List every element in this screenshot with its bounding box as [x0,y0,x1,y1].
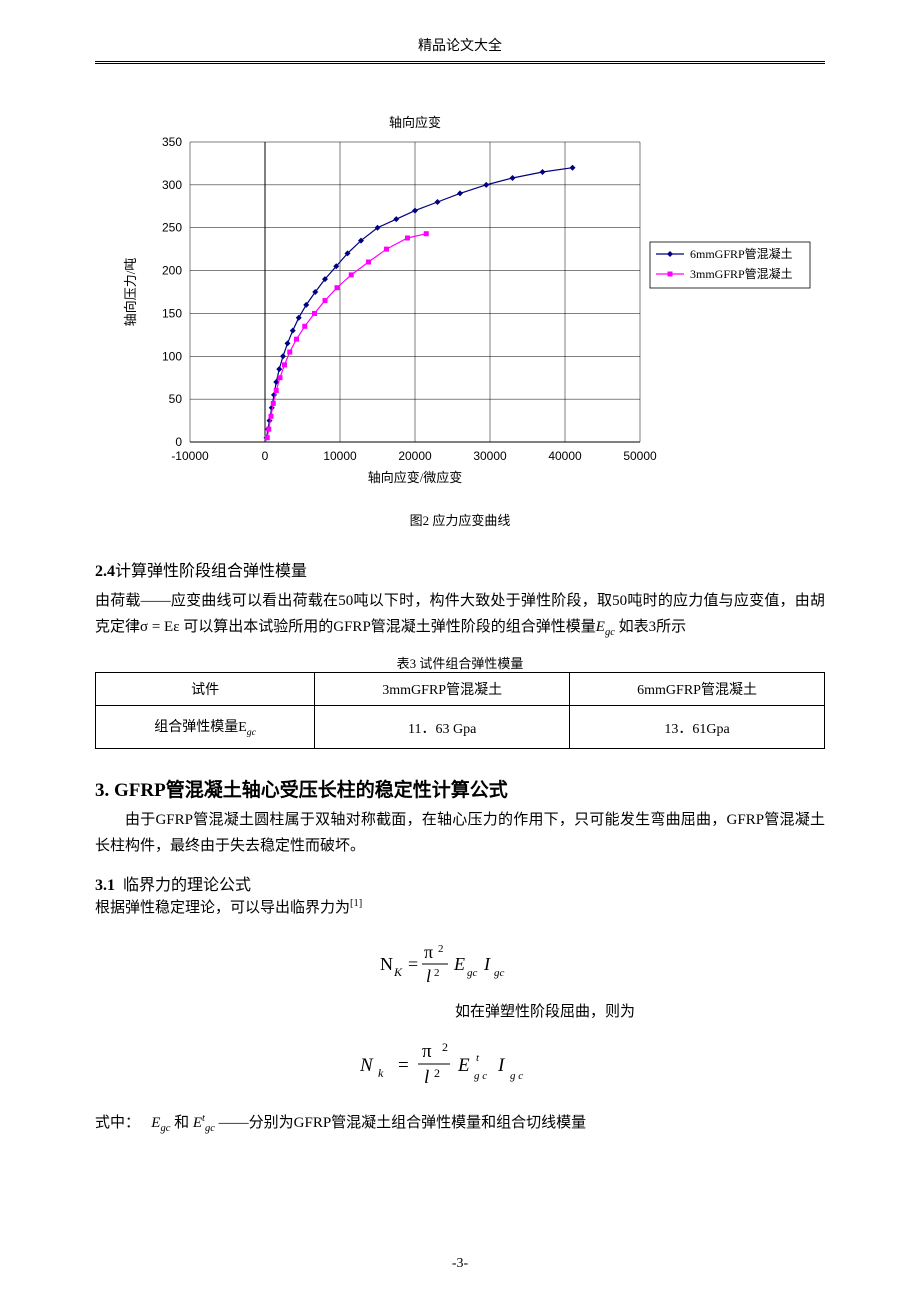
section-2-4-number: 2.4 [95,563,115,580]
section-3-1-heading: 3.1 临界力的理论公式 [95,871,825,895]
svg-text:gc: gc [494,967,505,979]
table-cell-value-1: 11．63 Gpa [315,706,570,749]
label-prefix: 组合弹性模量 [154,720,238,735]
formula-2-svg: N k = π 2 l 2 E t g c I g c [360,1037,560,1093]
svg-text:π: π [424,942,433,962]
svg-text:50000: 50000 [623,449,657,463]
def-prefix: 式中： [95,1115,140,1131]
svg-text:0: 0 [262,449,269,463]
svg-text:2: 2 [434,967,440,979]
section-2-4-heading: 2.4计算弹性阶段组合弹性模量 [95,557,825,581]
def-E2: E [193,1115,202,1131]
svg-text:E: E [457,1055,470,1076]
label-sub: gc [247,727,256,738]
svg-text:轴向应变: 轴向应变 [389,115,441,130]
page-number: -3- [0,1256,920,1272]
svg-text:E: E [453,954,465,974]
svg-text:2: 2 [438,943,444,955]
svg-text:50: 50 [169,392,183,406]
svg-text:100: 100 [162,349,182,363]
formula-1-svg: N K = π 2 l 2 E gc I gc [380,938,540,990]
svg-text:t: t [476,1052,480,1064]
svg-text:200: 200 [162,264,182,278]
section-3-number: 3. [95,780,109,801]
table-3: 试件 3mmGFRP管混凝土 6mmGFRP管混凝土 组合弹性模量Egc 11．… [95,672,825,749]
section-3-1-lead: 根据弹性稳定理论，可以导出临界力为[1] [95,895,825,922]
svg-text:轴向压力/吨: 轴向压力/吨 [123,258,138,327]
table-row: 试件 3mmGFRP管混凝土 6mmGFRP管混凝土 [96,673,825,706]
label-E: E [238,720,247,735]
table-header-2: 3mmGFRP管混凝土 [315,673,570,706]
svg-text:3mmGFRP管混凝土: 3mmGFRP管混凝土 [690,266,793,281]
svg-text:250: 250 [162,221,182,235]
table-row: 组合弹性模量Egc 11．63 Gpa 13．61Gpa [96,706,825,749]
table-cell-value-2: 13．61Gpa [570,706,825,749]
svg-text:=: = [408,954,418,974]
svg-text:π: π [422,1041,432,1062]
table-cell-label: 组合弹性模量Egc [96,706,315,749]
section-3-heading: 3. GFRP管混凝土轴心受压长柱的稳定性计算公式 [95,775,825,802]
svg-text:l: l [426,966,431,986]
def-and: 和 [174,1115,189,1131]
svg-text:g c: g c [510,1070,523,1082]
table-header-3: 6mmGFRP管混凝土 [570,673,825,706]
svg-text:2: 2 [434,1066,440,1080]
reference-1: [1] [350,898,362,909]
formula-2: N k = π 2 l 2 E t g c I g c [95,1037,825,1093]
svg-text:=: = [398,1055,409,1076]
stress-strain-chart: -100000100002000030000400005000005010015… [100,102,820,502]
formula-1: N K = π 2 l 2 E gc I gc [95,938,825,990]
svg-text:N: N [360,1055,374,1076]
table-3-caption: 表3 试件组合弹性模量 [95,653,825,672]
svg-text:2: 2 [442,1040,448,1054]
table-header-1: 试件 [96,673,315,706]
section-3-title: GFRP管混凝土轴心受压长柱的稳定性计算公式 [114,780,508,801]
section-2-4-paragraph: 由荷载——应变曲线可以看出荷载在50吨以下时，构件大致处于弹性阶段，取50吨时的… [95,589,825,641]
para-tail: 如表3所示 [615,619,686,635]
def-sub1: gc [160,1123,170,1134]
page-header: 精品论文大全 [95,35,825,64]
symbol-E: E [596,619,605,635]
svg-text:30000: 30000 [473,449,507,463]
section-3-1-number: 3.1 [95,877,115,894]
svg-text:0: 0 [175,435,182,449]
svg-text:K: K [393,965,403,979]
svg-text:300: 300 [162,178,182,192]
svg-text:20000: 20000 [398,449,432,463]
section-2-4-title: 计算弹性阶段组合弹性模量 [115,563,307,580]
figure-2-caption: 图2 应力应变曲线 [95,510,825,529]
def-desc: ——分别为GFRP管混凝土组合弹性模量和组合切线模量 [219,1115,587,1131]
formula-definition: 式中： Egc 和 Etgc ——分别为GFRP管混凝土组合弹性模量和组合切线模… [95,1111,825,1134]
svg-text:N: N [380,954,393,974]
section-3-paragraph: 由于GFRP管混凝土圆柱属于双轴对称截面，在轴心压力的作用下，只可能发生弯曲屈曲… [95,808,825,859]
svg-text:350: 350 [162,135,182,149]
svg-text:I: I [483,954,491,974]
para-text: 由荷载——应变曲线可以看出荷载在50吨以下时，构件大致处于弹性阶段，取50吨时的… [95,593,825,635]
svg-text:g c: g c [474,1070,487,1082]
svg-text:l: l [424,1067,429,1088]
svg-text:6mmGFRP管混凝土: 6mmGFRP管混凝土 [690,246,793,261]
svg-text:I: I [497,1055,506,1076]
section-3-1-title: 临界力的理论公式 [123,877,251,894]
symbol-sub-gc: gc [605,627,615,638]
svg-text:150: 150 [162,306,182,320]
chart-svg: -100000100002000030000400005000005010015… [100,102,820,502]
svg-text:10000: 10000 [323,449,357,463]
formula-1-note: 如在弹塑性阶段屈曲，则为 [455,1000,825,1021]
svg-text:轴向应变/微应变: 轴向应变/微应变 [368,470,463,485]
def-sub2: gc [205,1123,215,1134]
svg-text:gc: gc [467,967,478,979]
lead-text: 根据弹性稳定理论，可以导出临界力为 [95,900,350,916]
svg-text:-10000: -10000 [171,449,209,463]
svg-text:k: k [378,1066,384,1080]
svg-text:40000: 40000 [548,449,582,463]
